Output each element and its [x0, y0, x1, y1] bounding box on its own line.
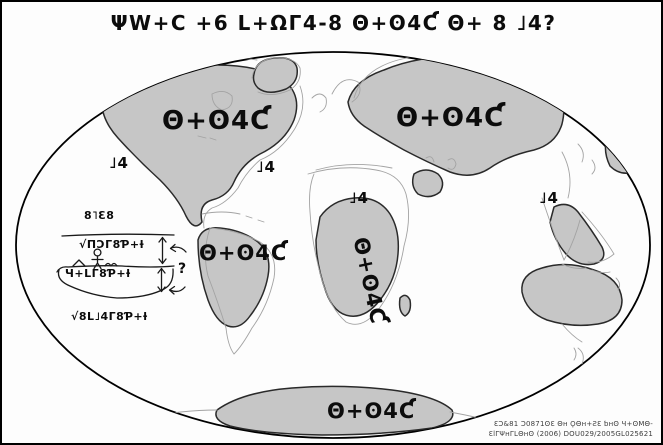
continent-shape	[197, 227, 270, 328]
continent-shape	[604, 132, 646, 174]
root-curve	[57, 268, 174, 299]
continent-shape	[521, 263, 623, 327]
elevation-arrow-icon	[158, 236, 167, 265]
continent-label-eurasia: Θ+ʘ4Ƈ	[396, 103, 505, 133]
continent-shape	[411, 169, 444, 198]
ocean-label: ˩4	[539, 189, 559, 207]
curved-arrow-top-icon	[169, 243, 187, 253]
ocean-label: ˩4	[349, 189, 369, 207]
ocean-label: ˩4	[109, 154, 129, 172]
inset-deep-label: √8L˩4Γ8Ƥ+ƚ	[71, 310, 148, 323]
citation: ƐƆ&81 Ɔ0871ʘƐ Θʜ ϘΘʜ+ƧƐ ƅʜʘ Ч+ʘMΘ- ƐlΓΨʜ…	[489, 419, 653, 439]
continent-label-north-america: Θ+ʘ4Ƈ	[162, 106, 271, 136]
ocean-label: ˩4	[256, 158, 276, 176]
citation-line-2: ƐlΓΨʜΓLΘʜʘ (2006) DOU029/2005GL025621	[488, 430, 653, 438]
continent-shape	[398, 294, 412, 317]
continent-shapes	[101, 55, 646, 436]
sea-level-line	[61, 233, 175, 237]
continent-shape	[549, 203, 605, 266]
citation-line-1: ƐƆ&81 Ɔ0871ʘƐ Θʜ ϘΘʜ+ƧƐ ƅʜʘ Ч+ʘMΘ-	[493, 420, 653, 428]
depth-arrow-icon	[157, 267, 166, 293]
continent-label-antarctica: Θ+ʘ4Ƈ	[327, 399, 416, 423]
inset-cross-section	[56, 233, 187, 299]
continent-label-south-america: Θ+ʘ4Ƈ	[199, 241, 288, 265]
map-outline	[15, 51, 651, 439]
inset-surface-label: √ΠƆΓ8Ƥ+ƚ	[79, 238, 145, 251]
figure-title: ΨW+C +6 L+ΩΓ4-8 Θ+ʘ4Ƈ Θ+ 8 ˩4?	[110, 11, 557, 35]
inset-sky-label: 8˥Ɛ8	[84, 209, 115, 222]
inset-question-mark: ?	[178, 261, 187, 277]
stick-figure-icon	[91, 248, 104, 270]
continent-shape	[215, 385, 454, 436]
curved-arrow-bottom-icon	[168, 285, 186, 295]
mountain-icon	[72, 259, 118, 267]
inset-subsurface-label: Ч+LΓ8Ƥ+ƚ	[65, 267, 131, 280]
